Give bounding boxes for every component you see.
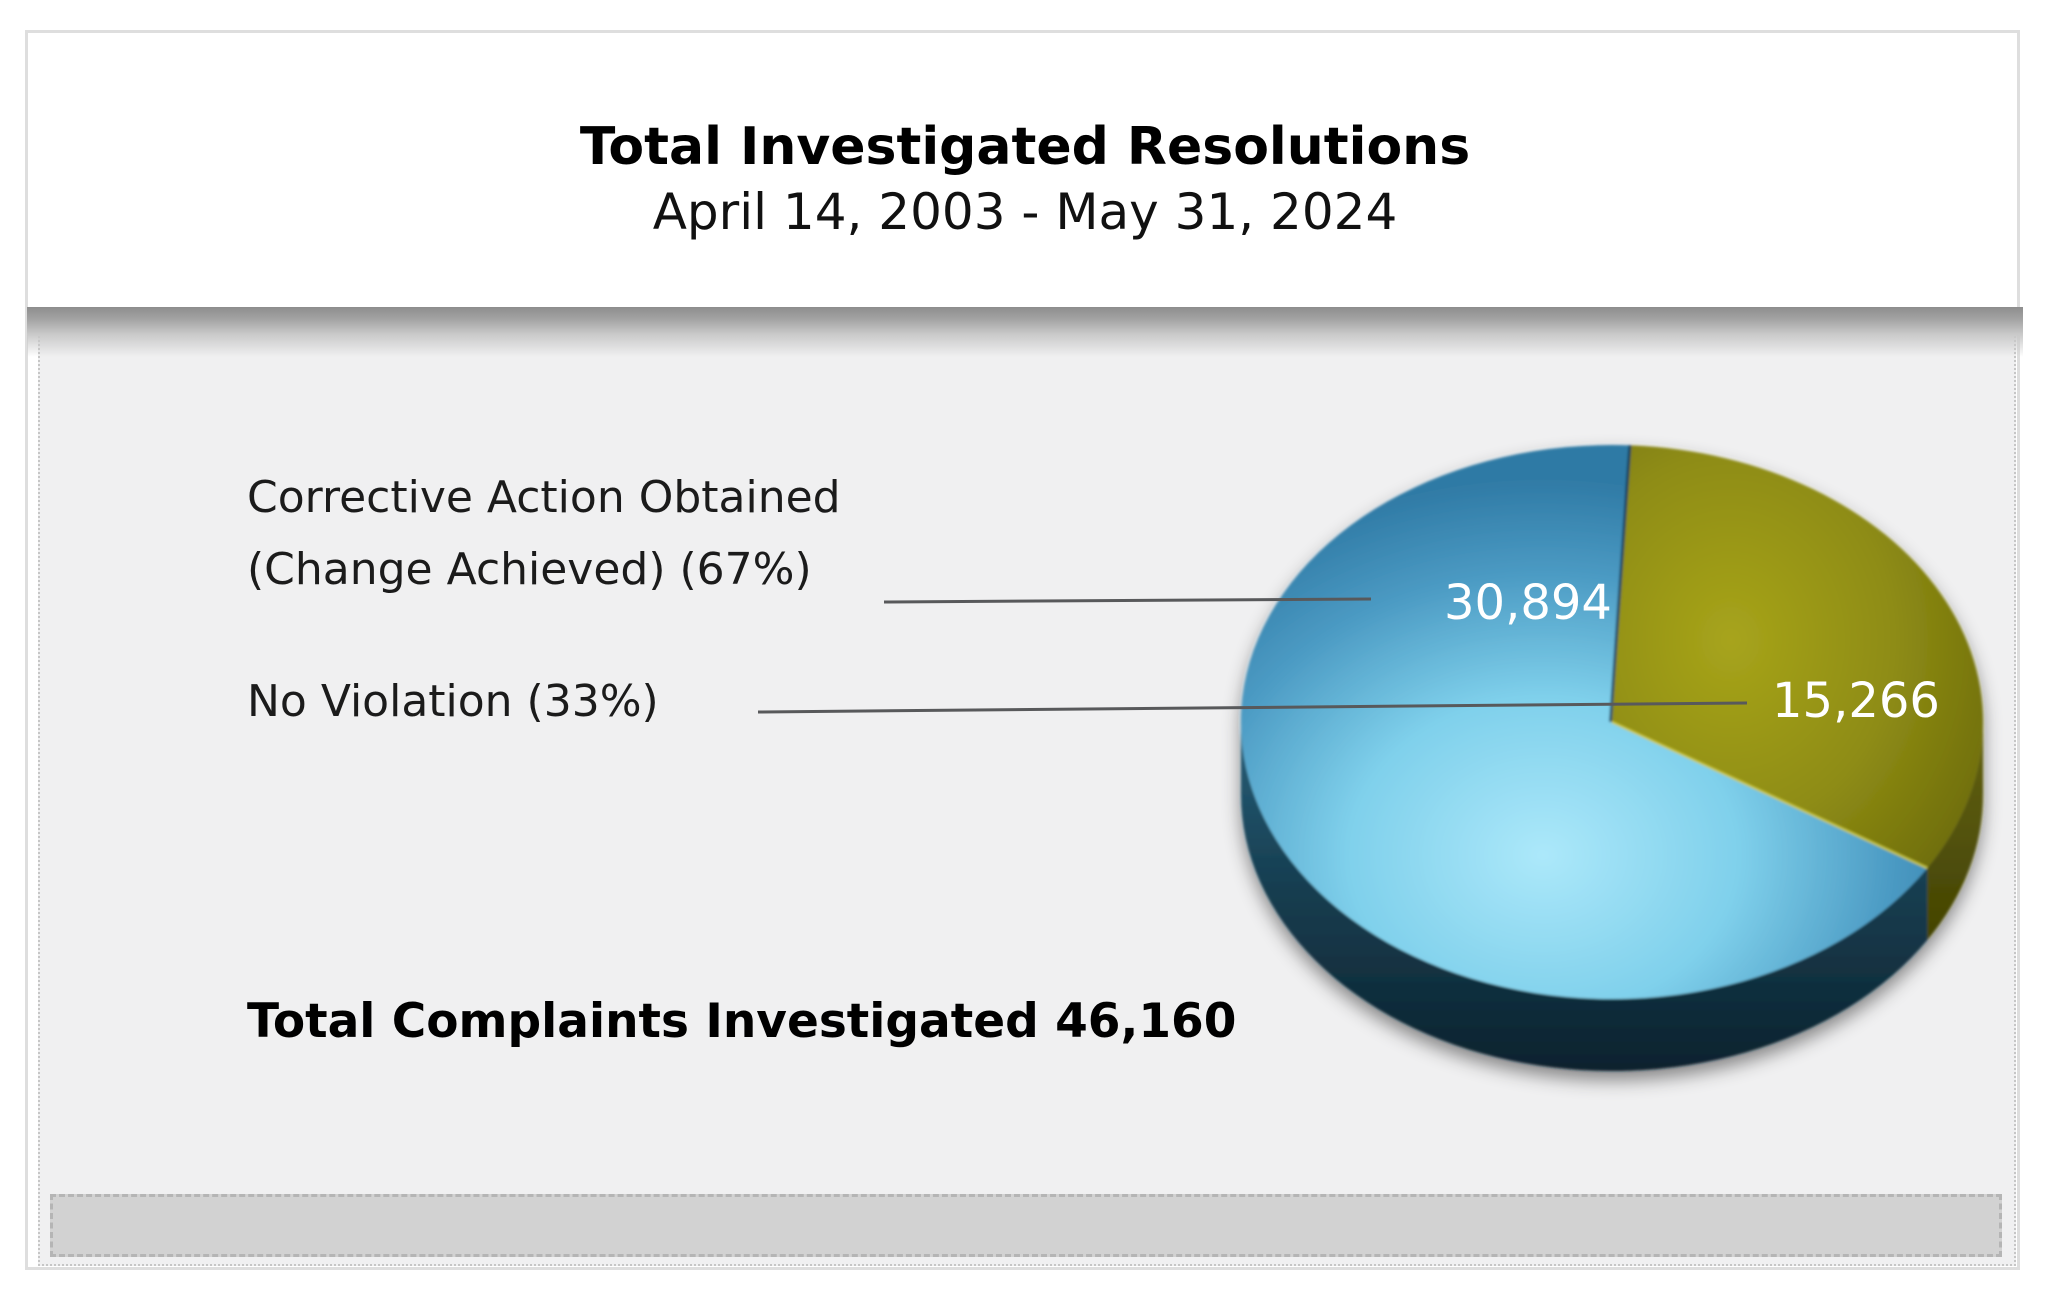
footer-bar: [50, 1194, 2002, 1257]
slide-border: [25, 30, 2020, 1270]
pie-side-no-violation: [1927, 722, 1983, 940]
chart-title: Total Investigated Resolutions: [579, 117, 1471, 177]
pie-slice-corrective-action: [1240, 445, 1928, 1000]
pie-3d-group: [1240, 445, 1983, 1072]
leader-line-corrective-action: [883, 597, 1372, 604]
pie-slice-no-violation: [1612, 445, 1983, 868]
slice-separator-highlight: [1611, 720, 1928, 870]
chart-subtitle: April 14, 2003 - May 31, 2024: [652, 183, 1398, 241]
leader-line-no-violation: [757, 701, 1748, 714]
callout-corrective-line1: Corrective Action Obtained: [247, 472, 841, 523]
value-label-corrective-action: 30,894: [1444, 575, 1612, 631]
pie-side-corrective-action: [1241, 722, 1928, 1072]
callout-noviolation-line1: No Violation (33%): [247, 676, 659, 727]
header-shadow-band: [27, 307, 2023, 357]
callout-label-no-violation: No Violation (33%): [247, 666, 659, 738]
callout-corrective-line2: (Change Achieved) (67%): [247, 544, 812, 595]
total-complaints-label: Total Complaints Investigated 46,160: [247, 994, 1237, 1049]
value-label-no-violation: 15,266: [1772, 673, 1940, 729]
callout-label-corrective-action: Corrective Action Obtained (Change Achie…: [247, 462, 841, 606]
